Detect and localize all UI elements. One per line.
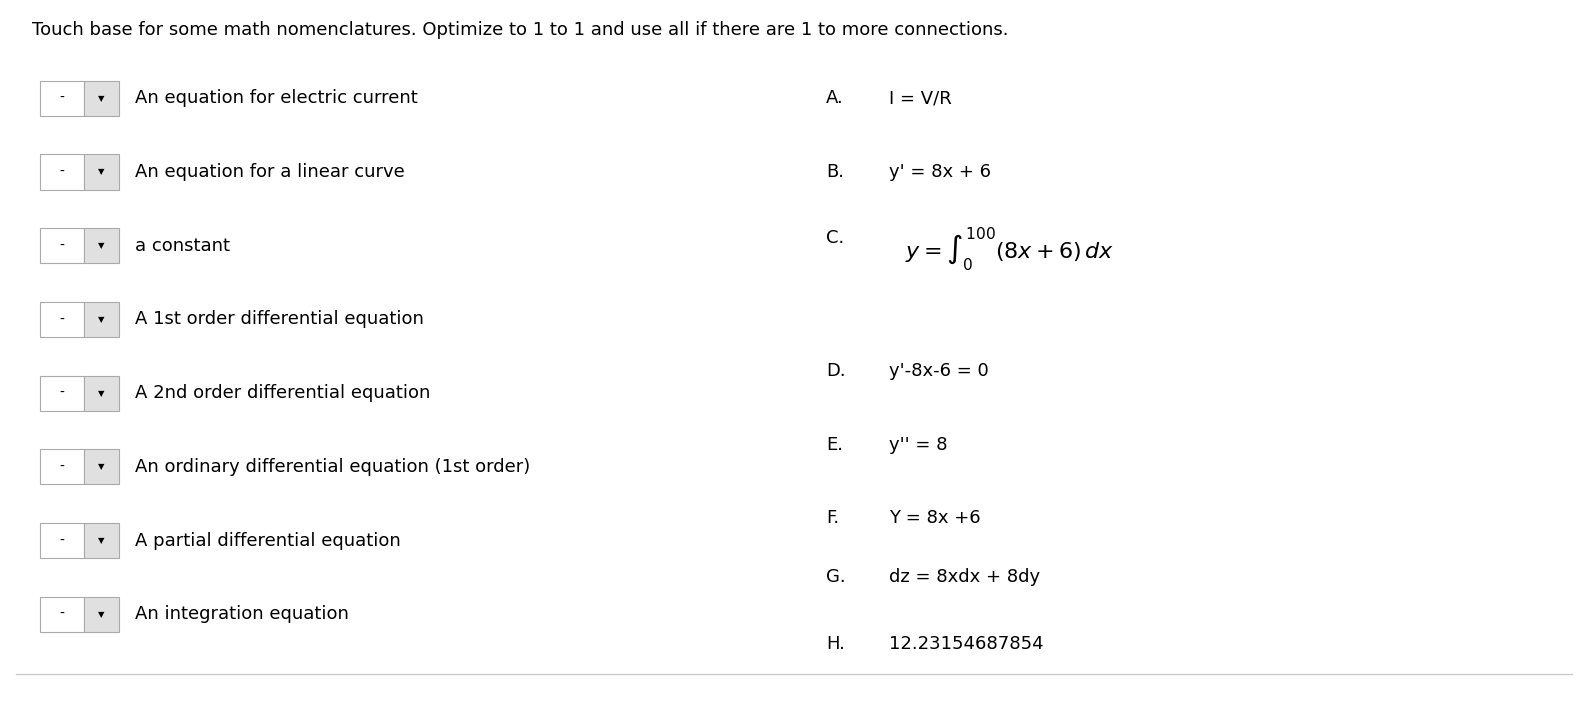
Text: y' = 8x + 6: y' = 8x + 6	[889, 163, 991, 181]
FancyBboxPatch shape	[40, 154, 84, 190]
Text: ▼: ▼	[98, 315, 105, 324]
Text: ▼: ▼	[98, 610, 105, 618]
FancyBboxPatch shape	[40, 449, 84, 484]
Text: ▼: ▼	[98, 94, 105, 102]
Text: dz = 8xdx + 8dy: dz = 8xdx + 8dy	[889, 569, 1040, 586]
Text: -: -	[59, 91, 65, 105]
Text: C.: C.	[826, 230, 843, 247]
Text: A 1st order differential equation: A 1st order differential equation	[135, 310, 424, 329]
FancyBboxPatch shape	[40, 597, 84, 632]
FancyBboxPatch shape	[84, 154, 119, 190]
Text: ▼: ▼	[98, 168, 105, 176]
Text: An ordinary differential equation (1st order): An ordinary differential equation (1st o…	[135, 458, 530, 476]
FancyBboxPatch shape	[40, 228, 84, 263]
Text: I = V/R: I = V/R	[889, 89, 953, 107]
Text: ▼: ▼	[98, 536, 105, 545]
Text: A.: A.	[826, 89, 843, 107]
Text: Touch base for some math nomenclatures. Optimize to 1 to 1 and use all if there : Touch base for some math nomenclatures. …	[32, 21, 1008, 39]
Text: -: -	[59, 165, 65, 179]
Text: a constant: a constant	[135, 237, 230, 255]
Text: ▼: ▼	[98, 463, 105, 471]
FancyBboxPatch shape	[84, 228, 119, 263]
FancyBboxPatch shape	[40, 523, 84, 558]
Text: y'' = 8: y'' = 8	[889, 436, 948, 453]
Text: D.: D.	[826, 362, 845, 380]
Text: An integration equation: An integration equation	[135, 605, 349, 623]
Text: -: -	[59, 239, 65, 253]
FancyBboxPatch shape	[40, 81, 84, 116]
FancyBboxPatch shape	[84, 376, 119, 411]
Text: y'-8x-6 = 0: y'-8x-6 = 0	[889, 362, 989, 380]
Text: F.: F.	[826, 510, 838, 527]
Text: -: -	[59, 460, 65, 474]
Text: A partial differential equation: A partial differential equation	[135, 531, 400, 550]
Text: 12.23154687854: 12.23154687854	[889, 635, 1043, 653]
Text: -: -	[59, 312, 65, 326]
Text: -: -	[59, 534, 65, 548]
FancyBboxPatch shape	[84, 302, 119, 337]
Text: ▼: ▼	[98, 389, 105, 397]
FancyBboxPatch shape	[40, 302, 84, 337]
Text: Y = 8x +6: Y = 8x +6	[889, 510, 981, 527]
FancyBboxPatch shape	[84, 81, 119, 116]
Text: G.: G.	[826, 569, 845, 586]
Text: H.: H.	[826, 635, 845, 653]
FancyBboxPatch shape	[84, 523, 119, 558]
FancyBboxPatch shape	[84, 449, 119, 484]
Text: ▼: ▼	[98, 241, 105, 250]
Text: An equation for electric current: An equation for electric current	[135, 89, 418, 107]
Text: B.: B.	[826, 163, 843, 181]
Text: E.: E.	[826, 436, 843, 453]
Text: A 2nd order differential equation: A 2nd order differential equation	[135, 384, 430, 402]
FancyBboxPatch shape	[84, 597, 119, 632]
Text: $y = \int_{0}^{100} (8x+6)\,dx$: $y = \int_{0}^{100} (8x+6)\,dx$	[905, 225, 1115, 273]
Text: An equation for a linear curve: An equation for a linear curve	[135, 163, 405, 181]
Text: -: -	[59, 607, 65, 621]
Text: -: -	[59, 386, 65, 400]
FancyBboxPatch shape	[40, 376, 84, 411]
